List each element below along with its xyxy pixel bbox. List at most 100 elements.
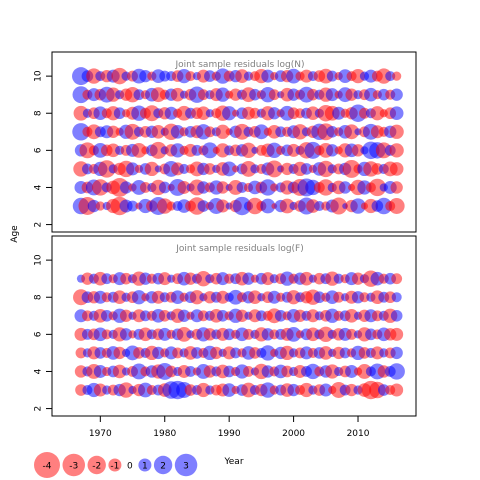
residual-bubble [389,106,404,121]
residual-bubble [98,160,116,178]
residual-bubble [300,163,313,175]
residual-bubble [232,196,252,216]
residual-bubble [221,161,237,177]
residual-bubble [389,143,404,158]
residual-bubble [101,329,112,340]
residual-bubble [342,159,361,178]
residual-bubble [390,88,403,101]
residual-bubble [216,181,229,194]
bubble-size-legend: -4 -3 -2 -1 0 1 2 3 [34,452,198,478]
legend-bubble [62,453,86,477]
y-tick-label: 4 [34,368,44,374]
residual-bubble [197,89,209,101]
y-tick-label: 4 [34,184,44,190]
residual-bubble [286,326,301,342]
residual-bubble [215,87,230,102]
residual-bubble [390,327,404,341]
residual-bubble [319,383,333,397]
residual-bubble [119,328,133,341]
legend-bubble [34,452,60,478]
residual-bubble [204,163,216,175]
residual-bubble [101,273,113,285]
legend-label: 3 [183,462,189,472]
residual-bubble [261,69,275,83]
residual-bubble [119,309,133,322]
residual-bubble [351,144,365,157]
residual-bubble [385,71,396,82]
residual-bubble [236,182,248,193]
residual-bubble [370,106,385,121]
y-tick-label: 10 [34,254,44,266]
residual-bubble [158,181,171,194]
residual-bubble [119,181,133,194]
residual-bubble [389,124,404,139]
legend-bubble [108,458,122,472]
residual-bubble [390,309,403,322]
residual-bubble [339,347,351,359]
y-tick-label: 10 [34,70,44,82]
residual-bubble [318,346,333,360]
residual-bubble [75,347,87,359]
residual-bubble [390,383,404,397]
bubbles-logN [72,67,405,216]
residual-bubble [286,68,301,84]
residual-bubble [222,106,237,121]
residual-bubble [189,290,205,305]
residual-bubble [210,346,223,360]
panel-residuals-logF: Joint sample residuals log(F) 2 4 6 8 10 197… [34,235,417,439]
residual-bubble [253,124,269,140]
residual-bubble [157,198,173,214]
residual-bubble [299,271,314,286]
residual-bubble [338,181,352,194]
residual-bubble [230,347,242,359]
legend-label: 2 [160,462,166,472]
residual-bubble [265,160,283,178]
y-tick-label: 6 [34,331,44,337]
residual-bubble [172,347,184,359]
residual-bubble [390,181,403,194]
residual-bubble [346,328,358,340]
residual-bubble [144,161,159,177]
residual-bubble [185,366,196,377]
x-tick-label: 2010 [347,429,370,439]
legend-bubble [138,458,152,472]
residual-bubble [392,71,402,81]
panel-residuals-logN: Joint sample residuals log(N) 2 4 6 8 10 [34,51,417,233]
residual-bubble [222,383,236,397]
legend-bubble [87,455,106,475]
residual-bubble [391,292,402,303]
residual-bubble [197,200,210,212]
residual-bubble [177,180,191,194]
residual-bubble [215,124,230,139]
residual-bubble [149,141,167,159]
residual-bubble [126,162,140,176]
residual-bubble [268,107,281,120]
residual-bubble [259,179,277,196]
residual-bubble [113,107,126,120]
y-axis-logN: 2 4 6 8 10 [34,70,53,227]
residual-bubble [314,200,325,212]
residual-bubble [243,328,254,340]
residual-bubble [131,290,147,305]
residual-bubble [260,198,276,214]
legend-bubble [153,455,173,475]
residual-bubble [111,67,128,85]
residual-bubble [107,125,120,138]
residual-bubble [388,363,405,380]
residual-bubble [170,87,185,102]
residual-bubble [248,290,262,305]
residual-bubble [95,201,105,211]
residual-bubble [113,346,126,360]
residual-bubble [158,272,172,286]
residual-bubble [317,179,335,196]
residual-bubble [266,142,282,159]
residual-bubble [73,105,89,121]
y-tick-label: 2 [34,222,44,228]
x-axis-year: 1970 1980 1990 2000 2010 [89,415,370,439]
residual-bubble [176,326,192,342]
residual-bubble [131,142,147,158]
residual-bubble [127,200,138,212]
residual-bubble [345,364,359,378]
residual-bubble [151,124,166,139]
residual-bubble [243,366,254,377]
